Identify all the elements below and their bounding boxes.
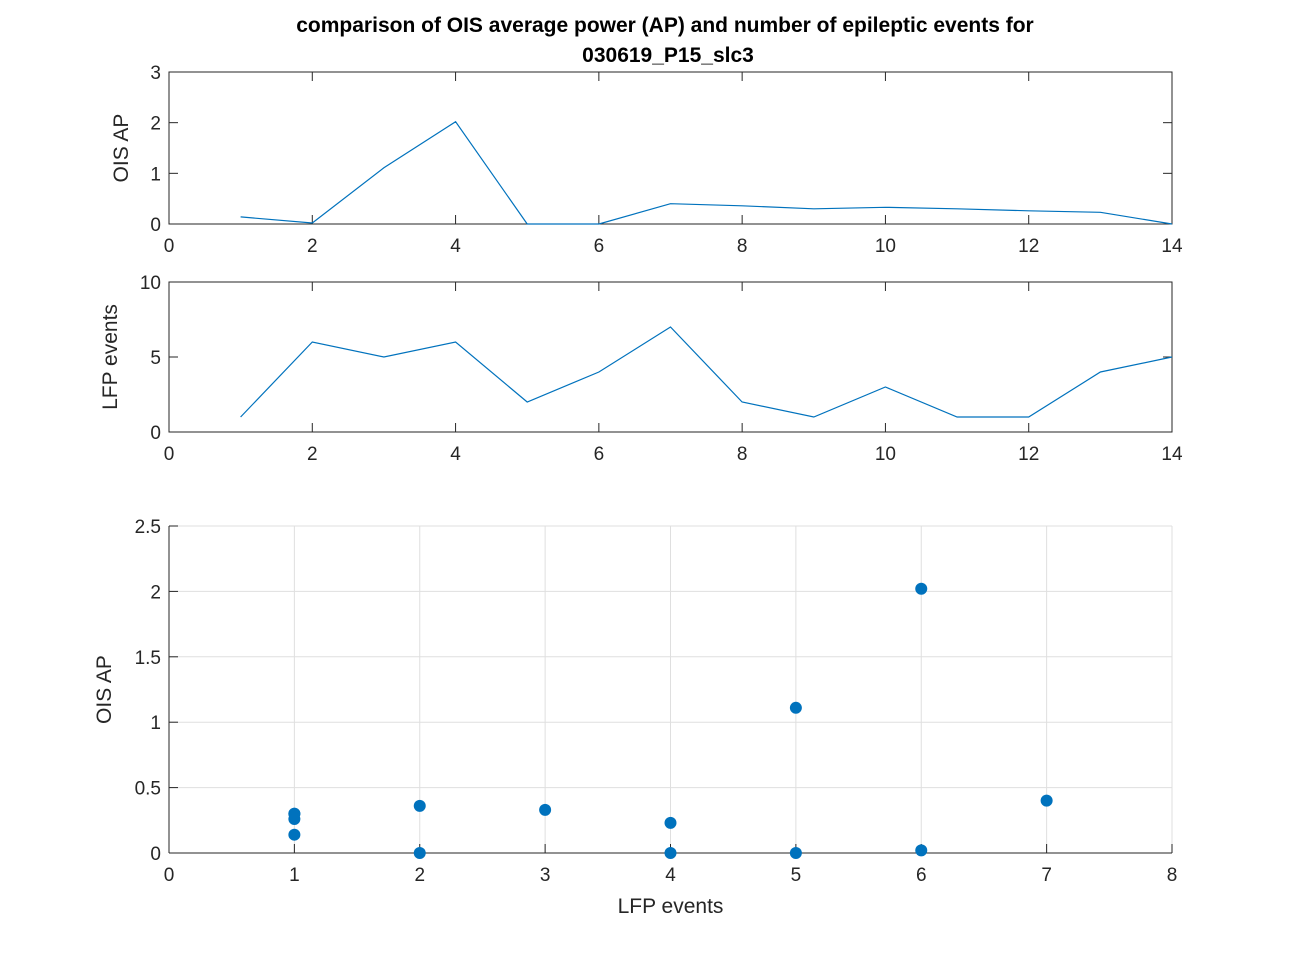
x-tick-label: 6 xyxy=(916,865,927,886)
y-tick-label: 1 xyxy=(150,713,161,734)
x-tick-label: 4 xyxy=(450,444,461,465)
x-tick-label: 2 xyxy=(414,865,425,886)
y-tick-label: 0 xyxy=(150,844,161,865)
x-tick-label: 1 xyxy=(289,865,300,886)
x-tick-label: 8 xyxy=(1167,865,1178,886)
x-tick-label: 0 xyxy=(164,865,175,886)
scatter-point xyxy=(664,847,677,859)
x-tick-label: 2 xyxy=(307,444,318,465)
x-tick-label: 10 xyxy=(875,236,896,257)
x-tick-label: 4 xyxy=(665,865,676,886)
x-tick-label: 6 xyxy=(594,444,605,465)
y-tick-label: 1 xyxy=(150,164,161,185)
scatter-point xyxy=(413,847,426,859)
scatter-point xyxy=(664,816,677,829)
x-tick-label: 0 xyxy=(164,236,175,257)
y-tick-label: 1.5 xyxy=(135,648,161,669)
scatter-point xyxy=(288,812,301,825)
x-tick-label: 6 xyxy=(594,236,605,257)
y-tick-label: 0.5 xyxy=(135,779,161,800)
chart-title-line1: comparison of OIS average power (AP) and… xyxy=(296,14,1033,37)
y-tick-label: 10 xyxy=(140,273,161,294)
x-tick-label: 14 xyxy=(1161,236,1183,257)
scatter-point xyxy=(413,799,426,812)
axes-lfp-events-line: 0 2 4 6 8 10 12 14 0 5 10 LFP events xyxy=(99,273,1183,465)
y-tick-label: 0 xyxy=(150,215,161,236)
y-tick-label: 0 xyxy=(150,423,161,444)
x-tick-label: 3 xyxy=(540,865,551,886)
y-tick-label: 2 xyxy=(150,114,161,135)
chart-title-line2: 030619_P15_slc3 xyxy=(582,44,754,67)
x-tick-label: 12 xyxy=(1018,236,1039,257)
x-tick-label: 7 xyxy=(1041,865,1052,886)
y-tick-label: 5 xyxy=(150,348,161,369)
x-tick-label: 12 xyxy=(1018,444,1039,465)
scatter-point xyxy=(1040,794,1053,807)
x-tick-label: 10 xyxy=(875,444,896,465)
x-tick-label: 8 xyxy=(737,444,748,465)
scatter-point xyxy=(789,847,802,859)
scatter-point xyxy=(915,844,928,857)
scatter-point xyxy=(915,582,928,595)
x-axis-label: LFP events xyxy=(618,895,724,918)
axes-box xyxy=(168,71,1173,225)
x-tick-label: 14 xyxy=(1161,444,1183,465)
y-axis-label: OIS AP xyxy=(93,655,116,724)
y-axis-label: LFP events xyxy=(99,304,122,410)
x-tick-label: 8 xyxy=(737,236,748,257)
scatter-point xyxy=(789,701,802,714)
axes-box xyxy=(168,281,1173,433)
y-axis-label: OIS AP xyxy=(110,114,133,183)
y-tick-label: 2.5 xyxy=(135,517,161,538)
x-tick-label: 4 xyxy=(450,236,461,257)
series-line xyxy=(240,326,1173,418)
series-line xyxy=(240,120,1173,225)
x-tick-label: 5 xyxy=(791,865,802,886)
scatter-point xyxy=(288,828,301,841)
x-tick-label: 2 xyxy=(307,236,318,257)
scatter-point xyxy=(539,803,552,816)
y-tick-label: 3 xyxy=(150,63,161,84)
y-tick-label: 2 xyxy=(150,582,161,603)
axes-scatter-lfp-vs-ois: 0 1 2 3 4 5 6 7 8 0 0.5 1 1.5 2 2.5 OIS AP LFP events xyxy=(93,517,1177,918)
x-tick-label: 0 xyxy=(164,444,175,465)
